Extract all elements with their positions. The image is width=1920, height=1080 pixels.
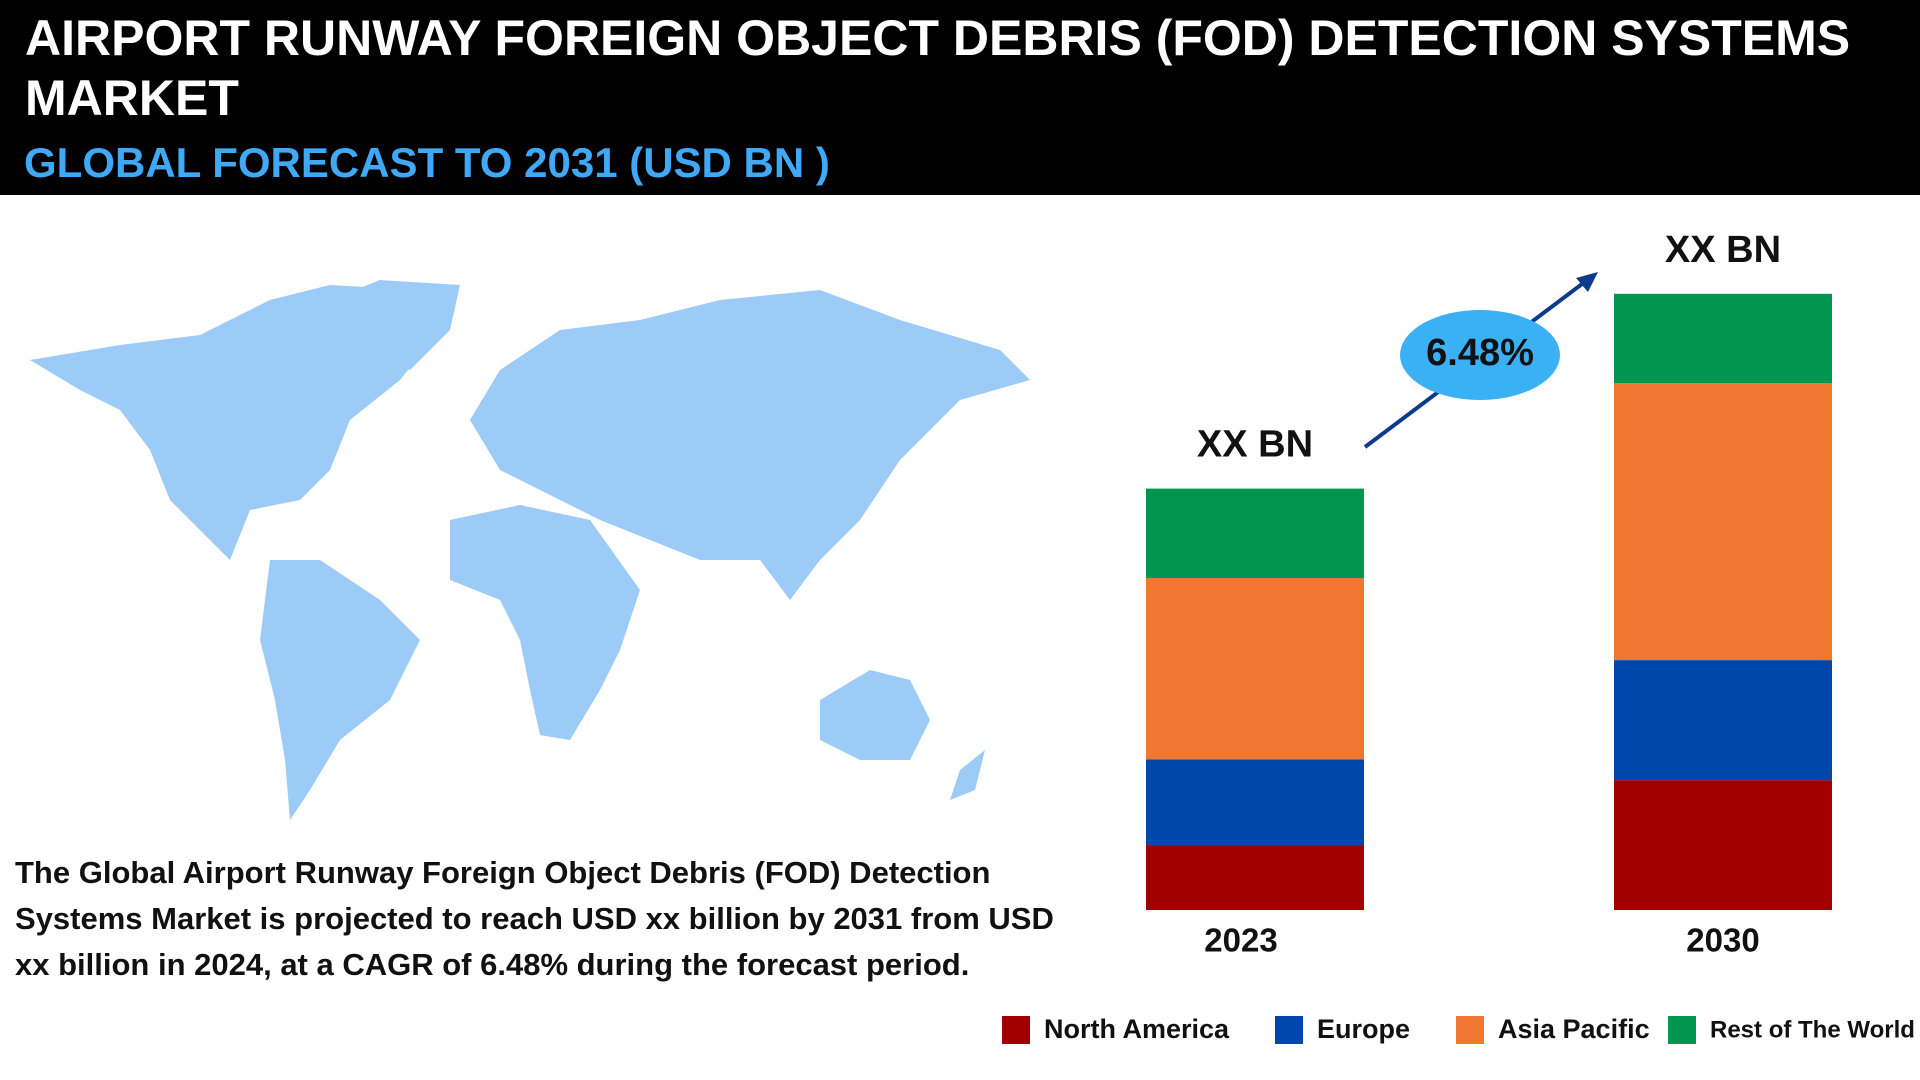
bar-segment <box>1146 759 1364 846</box>
arrow-head <box>1576 272 1598 292</box>
cagr-bubble <box>1400 310 1560 400</box>
legend-label: North America <box>1044 1014 1230 1044</box>
subtitle: GLOBAL FORECAST TO 2031 (USD BN ) <box>24 139 830 186</box>
description: The Global Airport Runway Foreign Object… <box>15 855 1054 982</box>
bar-segment <box>1614 780 1832 910</box>
legend-swatch <box>1668 1016 1696 1044</box>
bar-total-label: XX BN <box>1197 424 1313 466</box>
x-tick-label: 2023 <box>1204 922 1277 959</box>
growth-arrow: 6.48% <box>1363 272 1598 449</box>
legend-swatch <box>1456 1016 1484 1044</box>
bar-segment <box>1614 383 1832 661</box>
legend-label: Europe <box>1317 1014 1410 1044</box>
world-map <box>30 280 1030 820</box>
cagr-label: 6.48% <box>1426 332 1534 374</box>
legend-label: Asia Pacific <box>1498 1014 1650 1044</box>
header-bar: AIRPORT RUNWAY FOREIGN OBJECT DEBRIS (FO… <box>0 0 1920 195</box>
bar-segment <box>1146 578 1364 760</box>
legend-label: Rest of The World <box>1710 1016 1915 1043</box>
bar-segment <box>1614 293 1832 384</box>
legend-swatch <box>1275 1016 1303 1044</box>
title: AIRPORT RUNWAY FOREIGN OBJECT DEBRIS (FO… <box>25 10 1851 126</box>
bar-segment <box>1146 845 1364 910</box>
bar-segment <box>1146 488 1364 579</box>
bar-total-label: XX BN <box>1665 229 1781 271</box>
x-tick-label: 2030 <box>1686 922 1759 959</box>
bar-segment <box>1614 660 1832 781</box>
legend-swatch <box>1002 1016 1030 1044</box>
